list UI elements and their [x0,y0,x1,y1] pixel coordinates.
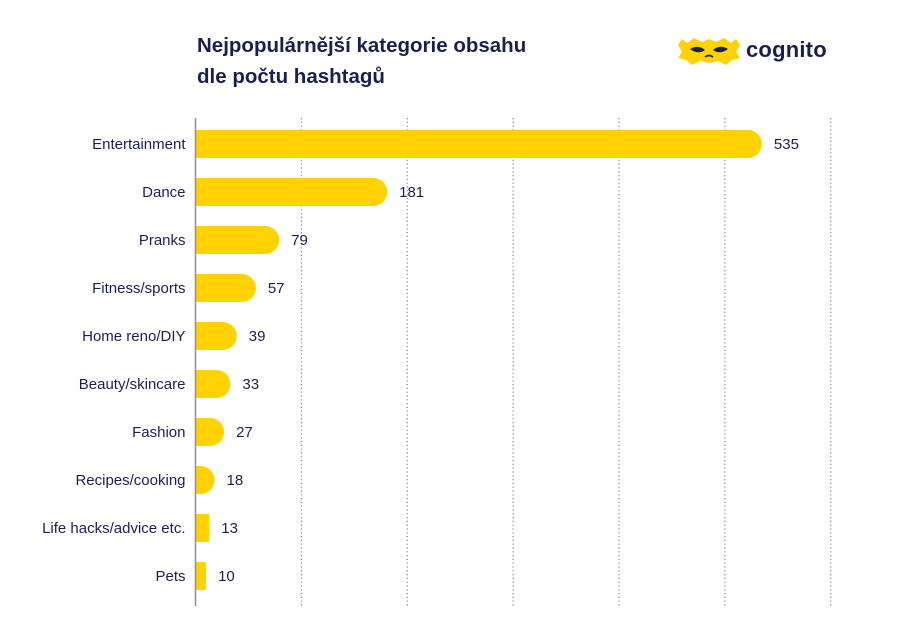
category-label-1: Dance [142,184,185,201]
bar-6 [195,418,225,446]
bar-3 [195,274,256,302]
value-label-1: 181 [399,184,424,201]
value-label-5: 33 [242,376,259,393]
bar-1 [195,178,388,206]
category-label-9: Pets [155,568,185,585]
chart-title-line-2: dle počtu hashtagů [197,65,385,88]
value-label-0: 535 [774,136,799,153]
category-label-4: Home reno/DIY [82,328,185,345]
value-label-7: 18 [227,472,244,489]
value-label-2: 79 [291,232,308,249]
category-label-3: Fitness/sports [92,280,185,297]
category-label-8: Life hacks/advice etc. [42,520,185,537]
value-label-6: 27 [236,424,253,441]
value-label-3: 57 [268,280,285,297]
category-label-5: Beauty/skincare [79,376,186,393]
brand-logo: cognito [676,34,846,68]
mask-icon [678,38,740,65]
bar-0 [195,130,762,159]
bar-2 [195,226,280,254]
chart-title-line-1: Nejpopulárnější kategorie obsahu [197,34,527,57]
brand-name: cognito [746,37,827,62]
category-label-2: Pranks [139,232,186,249]
bar-7 [195,466,215,494]
value-label-9: 10 [218,568,235,585]
bar-4 [195,322,237,350]
bar-8 [195,514,210,542]
value-label-4: 39 [249,328,266,345]
category-label-6: Fashion [132,424,185,441]
bar-5 [195,370,231,398]
value-label-8: 13 [221,520,238,537]
bar-9 [195,562,207,590]
category-label-7: Recipes/cooking [75,472,185,489]
category-label-0: Entertainment [92,136,186,153]
chart-title: Nejpopulárnější kategorie obsahu dle poč… [197,30,526,92]
